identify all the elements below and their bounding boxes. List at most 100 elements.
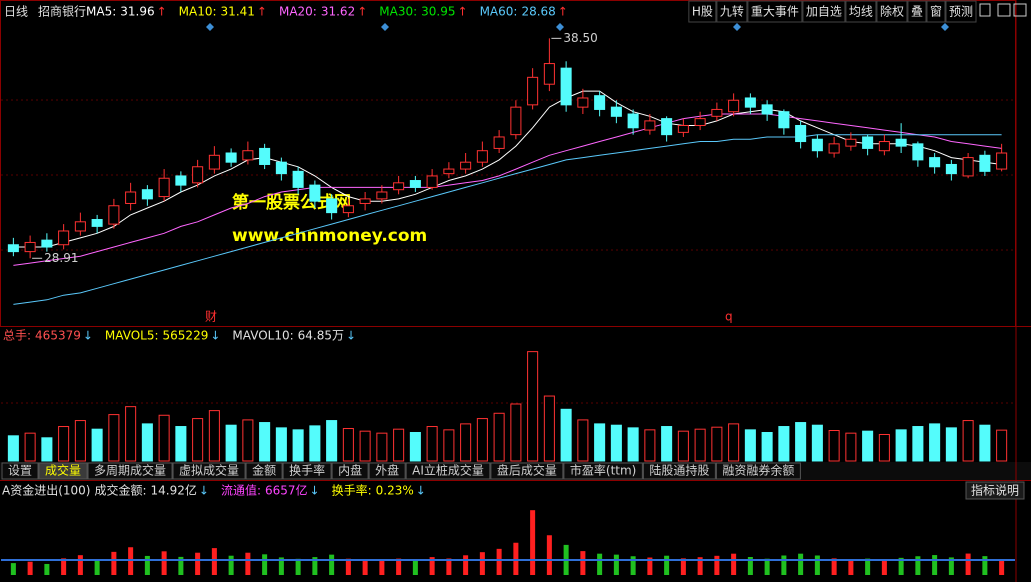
indicator-tab[interactable]: 设置 — [8, 464, 32, 478]
candle-body — [74, 221, 86, 232]
candle-body — [811, 138, 823, 152]
amount-bar — [94, 559, 100, 575]
event-mark[interactable]: q — [725, 310, 733, 324]
candle-body — [242, 150, 254, 161]
volume-bar — [208, 410, 220, 462]
toolbar-button[interactable]: 窗 — [930, 5, 942, 19]
toolbar-button-box[interactable] — [688, 0, 717, 23]
amount-bar — [865, 558, 871, 575]
volume-arrow: ↓ — [346, 329, 356, 343]
indicator-tab[interactable]: 内盘 — [338, 463, 362, 478]
toolbar-button[interactable]: 除权 — [880, 4, 904, 19]
indicator-tab[interactable]: 外盘 — [375, 463, 399, 478]
candle-body — [845, 138, 857, 147]
volume-bar — [744, 429, 756, 462]
volume-bar — [41, 437, 53, 462]
toolbar-button[interactable]: 叠 — [911, 5, 923, 19]
volume-bar — [141, 423, 153, 462]
event-mark[interactable]: 财 — [205, 310, 217, 324]
lock-icon[interactable] — [979, 3, 991, 17]
volume-bar — [577, 419, 589, 462]
ma-arrow: ↑ — [458, 5, 468, 19]
diamond-marker — [941, 23, 949, 31]
toolbar-button[interactable]: 九转 — [720, 4, 744, 19]
candle-body — [426, 175, 438, 188]
indicator-tab[interactable]: 陆股通持股 — [649, 463, 709, 478]
amount-label: 成交金额: — [94, 483, 146, 498]
layout-icon[interactable] — [997, 3, 1011, 17]
candle-body — [979, 154, 991, 172]
amount-label: 流通值: — [221, 483, 261, 498]
amount-bar — [44, 563, 50, 575]
amount-bar — [597, 553, 603, 575]
indicator-tab-box[interactable] — [405, 462, 491, 480]
candle-body — [594, 95, 606, 110]
ma-label: MA5: — [86, 5, 116, 19]
indicator-tab[interactable]: 盘后成交量 — [497, 463, 557, 478]
ma-line — [13, 134, 1002, 305]
volume-bar — [761, 431, 773, 462]
toolbar-button-box[interactable] — [907, 0, 927, 23]
volume-bar — [527, 351, 539, 462]
ma-line — [13, 113, 1002, 266]
indicator-tab-box[interactable] — [642, 462, 716, 480]
indicator-tab[interactable]: 换手率 — [289, 463, 325, 478]
indicator-tab[interactable]: 金额 — [252, 463, 276, 478]
volume-value: 465379 — [35, 329, 81, 343]
indicator-tab[interactable]: 虚拟成交量 — [179, 463, 239, 478]
indicator-tab[interactable]: 市盈率(ttm) — [570, 463, 636, 478]
amount-bar — [731, 553, 737, 575]
candle-body — [895, 138, 907, 147]
volume-label: MAVOL10: — [232, 329, 293, 343]
candle-body — [192, 166, 204, 184]
indicator-tab[interactable]: 多周期成交量 — [94, 463, 166, 478]
candle-body — [627, 113, 639, 129]
candle-body — [728, 99, 740, 113]
layout-icon[interactable] — [1013, 3, 1027, 17]
amount-bar — [965, 553, 971, 575]
indicator-tab-box[interactable] — [172, 462, 246, 480]
candle-body — [108, 205, 120, 225]
amount-value: 0.23% — [376, 484, 414, 498]
candle-body — [443, 168, 455, 175]
indicator-tab-box[interactable] — [490, 462, 564, 480]
toolbar-button[interactable]: 预测 — [949, 5, 973, 19]
toolbar-button[interactable]: 重大事件 — [751, 5, 799, 19]
toolbar-button-box[interactable] — [747, 0, 803, 23]
toolbar-button[interactable]: H股 — [692, 5, 713, 19]
indicator-tab-box[interactable] — [331, 462, 369, 480]
indicator-tab[interactable]: 融资融券余额 — [722, 463, 794, 478]
indicator-tab-box[interactable] — [87, 462, 173, 480]
candle-body — [7, 244, 19, 253]
amount-bar — [312, 557, 318, 575]
toolbar-button-box[interactable] — [802, 0, 846, 23]
volume-bar — [342, 428, 354, 462]
toolbar-button-box[interactable] — [945, 0, 977, 23]
ma-label: MA60: — [480, 5, 518, 19]
toolbar-button-box[interactable] — [876, 0, 908, 23]
ma-value: 31.41 — [221, 5, 255, 19]
indicator-tab-box[interactable] — [563, 462, 643, 480]
volume-bar — [778, 426, 790, 462]
indicator-tab-box[interactable] — [1, 462, 39, 480]
volume-bar — [878, 433, 890, 462]
help-button-box[interactable] — [965, 481, 1025, 500]
candle-body — [125, 191, 137, 204]
indicator-tab-box[interactable] — [715, 462, 801, 480]
amount-bar — [613, 554, 619, 575]
amount-bar — [680, 558, 686, 575]
indicator-tab[interactable]: 成交量 — [45, 463, 81, 478]
help-button[interactable]: 指标说明 — [971, 483, 1019, 498]
toolbar-button[interactable]: 均线 — [849, 5, 873, 19]
toolbar-button-box[interactable] — [716, 0, 748, 23]
indicator-tab-box[interactable] — [38, 462, 88, 480]
indicator-tab-box[interactable] — [282, 462, 332, 480]
indicator-tab[interactable]: AI立桩成交量 — [412, 463, 484, 478]
toolbar-button[interactable]: 加自选 — [806, 5, 842, 19]
indicator-tab-box[interactable] — [245, 462, 283, 480]
toolbar-button-box[interactable] — [926, 0, 946, 23]
amount-bar — [479, 552, 485, 575]
toolbar-button-box[interactable] — [845, 0, 877, 23]
amount-value: 14.92亿 — [151, 483, 197, 498]
indicator-tab-box[interactable] — [368, 462, 406, 480]
